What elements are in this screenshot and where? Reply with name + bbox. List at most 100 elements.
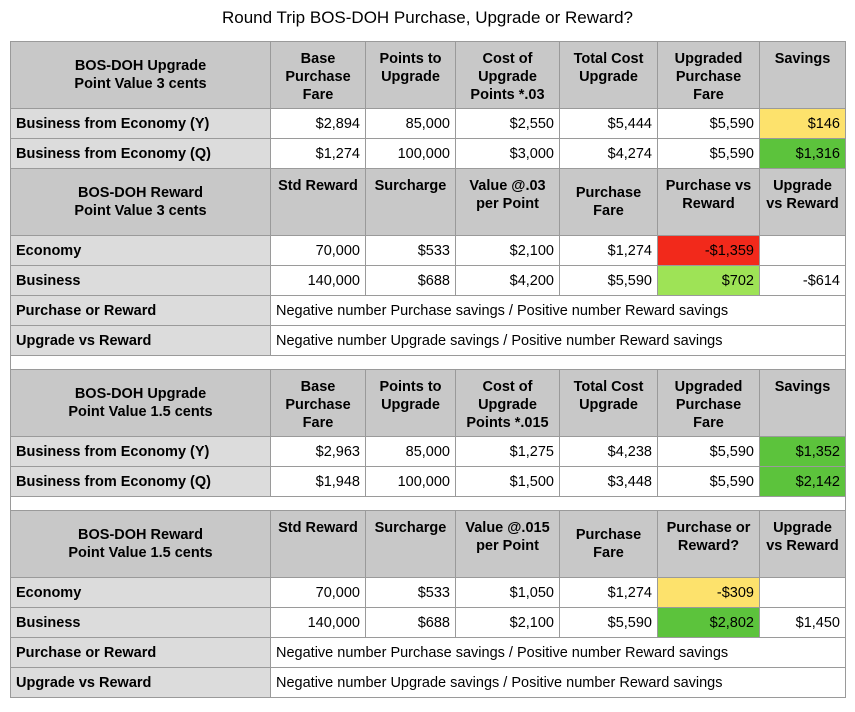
table-cell: $1,948 xyxy=(270,466,366,497)
table-cell: -$614 xyxy=(759,265,846,296)
savings-cell: $1,316 xyxy=(759,138,846,169)
table-cell: 70,000 xyxy=(270,235,366,266)
table-cell: 70,000 xyxy=(270,577,366,608)
note-row: Upgrade vs Reward Negative number Upgrad… xyxy=(10,325,846,356)
note-label: Purchase or Reward xyxy=(10,295,271,326)
table-cell: 100,000 xyxy=(365,138,456,169)
table-cell: $5,590 xyxy=(657,108,760,139)
table-cell: $533 xyxy=(365,235,456,266)
col-header: Purchase Fare xyxy=(559,510,658,578)
table-cell: $1,274 xyxy=(270,138,366,169)
row-label: Business xyxy=(10,607,271,638)
table-cell: 85,000 xyxy=(365,108,456,139)
table-row: Economy 70,000 $533 $1,050 $1,274 -$309 xyxy=(10,577,846,608)
table-row: Business from Economy (Y) $2,963 85,000 … xyxy=(10,436,846,467)
table-cell: $533 xyxy=(365,577,456,608)
table-cell: $4,274 xyxy=(559,138,658,169)
col-header: Base Purchase Fare xyxy=(270,41,366,109)
table-cell: 140,000 xyxy=(270,265,366,296)
note-row: Purchase or Reward Negative number Purch… xyxy=(10,295,846,326)
col-header: Std Reward xyxy=(270,510,366,578)
col-header: Upgraded Purchase Fare xyxy=(657,369,760,437)
table-cell: 85,000 xyxy=(365,436,456,467)
section2-header-row: BOS-DOH Reward Point Value 3 cents Std Re… xyxy=(10,168,846,236)
table-row: Business from Economy (Q) $1,274 100,000… xyxy=(10,138,846,169)
spacer-cell xyxy=(10,496,846,511)
row-label: Business from Economy (Y) xyxy=(10,108,271,139)
table-row: Economy 70,000 $533 $2,100 $1,274 -$1,35… xyxy=(10,235,846,266)
table-row: Business 140,000 $688 $2,100 $5,590 $2,8… xyxy=(10,607,846,638)
table-cell: $5,590 xyxy=(657,138,760,169)
savings-cell: $1,352 xyxy=(759,436,846,467)
col-header: Surcharge xyxy=(365,510,456,578)
section1-title: BOS-DOH Upgrade Point Value 3 cents xyxy=(10,41,271,109)
table-cell: 140,000 xyxy=(270,607,366,638)
col-header: Cost of Upgrade Points *.03 xyxy=(455,41,560,109)
purchase-vs-reward-cell: -$1,359 xyxy=(657,235,760,266)
row-label: Business xyxy=(10,265,271,296)
row-label: Business from Economy (Y) xyxy=(10,436,271,467)
section3-header-row: BOS-DOH Upgrade Point Value 1.5 cents Bas… xyxy=(10,369,846,437)
col-header: Std Reward xyxy=(270,168,366,236)
table-cell: $5,590 xyxy=(559,265,658,296)
purchase-or-reward-cell: $2,802 xyxy=(657,607,760,638)
section2-title: BOS-DOH Reward Point Value 3 cents xyxy=(10,168,271,236)
row-label: Economy xyxy=(10,577,271,608)
table-row: Business from Economy (Y) $2,894 85,000 … xyxy=(10,108,846,139)
col-header: Value @.03 per Point xyxy=(455,168,560,236)
table-cell: $2,894 xyxy=(270,108,366,139)
purchase-vs-reward-cell: $702 xyxy=(657,265,760,296)
purchase-or-reward-cell: -$309 xyxy=(657,577,760,608)
savings-cell: $146 xyxy=(759,108,846,139)
savings-cell: $2,142 xyxy=(759,466,846,497)
table-cell: $5,444 xyxy=(559,108,658,139)
spacer-row xyxy=(10,355,846,370)
note-row: Upgrade vs Reward Negative number Upgrad… xyxy=(10,667,846,698)
table-cell: $1,500 xyxy=(455,466,560,497)
page-title: Round Trip BOS-DOH Purchase, Upgrade or … xyxy=(221,8,633,27)
table-cell: $2,100 xyxy=(455,235,560,266)
section3-title: BOS-DOH Upgrade Point Value 1.5 cents xyxy=(10,369,271,437)
col-header: Savings xyxy=(759,369,846,437)
note-label: Upgrade vs Reward xyxy=(10,667,271,698)
table-cell: $3,448 xyxy=(559,466,658,497)
table-cell: $2,963 xyxy=(270,436,366,467)
col-header: Value @.015 per Point xyxy=(455,510,560,578)
col-header: Purchase or Reward? xyxy=(657,510,760,578)
comparison-table: BOS-DOH Upgrade Point Value 3 cents Base … xyxy=(10,41,846,698)
col-header: Upgraded Purchase Fare xyxy=(657,41,760,109)
table-cell: $4,200 xyxy=(455,265,560,296)
row-label: Business from Economy (Q) xyxy=(10,466,271,497)
col-header: Upgrade vs Reward xyxy=(759,168,846,236)
note-text: Negative number Upgrade savings / Positi… xyxy=(270,325,846,356)
table-cell: $688 xyxy=(365,265,456,296)
row-label: Business from Economy (Q) xyxy=(10,138,271,169)
table-cell xyxy=(759,577,846,608)
col-header: Purchase vs Reward xyxy=(657,168,760,236)
section1-header-row: BOS-DOH Upgrade Point Value 3 cents Base … xyxy=(10,41,846,109)
section4-header-row: BOS-DOH Reward Point Value 1.5 cents Std … xyxy=(10,510,846,578)
table-cell: $1,274 xyxy=(559,235,658,266)
table-row: Business from Economy (Q) $1,948 100,000… xyxy=(10,466,846,497)
table-cell: $5,590 xyxy=(657,466,760,497)
table-row: Business 140,000 $688 $4,200 $5,590 $702… xyxy=(10,265,846,296)
table-cell: $5,590 xyxy=(559,607,658,638)
note-text: Negative number Purchase savings / Posit… xyxy=(270,637,846,668)
note-row: Purchase or Reward Negative number Purch… xyxy=(10,637,846,668)
table-cell: $4,238 xyxy=(559,436,658,467)
col-header: Cost of Upgrade Points *.015 xyxy=(455,369,560,437)
note-label: Upgrade vs Reward xyxy=(10,325,271,356)
col-header: Purchase Fare xyxy=(559,168,658,236)
table-cell: $1,450 xyxy=(759,607,846,638)
table-cell: $688 xyxy=(365,607,456,638)
table-cell xyxy=(759,235,846,266)
section4-title: BOS-DOH Reward Point Value 1.5 cents xyxy=(10,510,271,578)
table-cell: $5,590 xyxy=(657,436,760,467)
table-cell: $1,050 xyxy=(455,577,560,608)
col-header: Total Cost Upgrade xyxy=(559,41,658,109)
col-header: Base Purchase Fare xyxy=(270,369,366,437)
table-cell: 100,000 xyxy=(365,466,456,497)
col-header: Savings xyxy=(759,41,846,109)
row-label: Economy xyxy=(10,235,271,266)
table-cell: $2,100 xyxy=(455,607,560,638)
